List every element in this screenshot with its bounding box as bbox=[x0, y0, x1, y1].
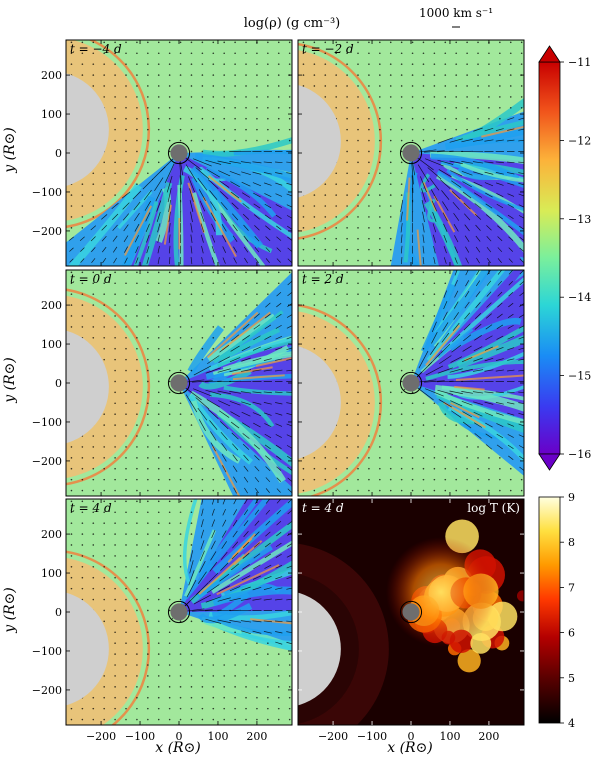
y-tick-label: −100 bbox=[32, 186, 62, 199]
companion-outline bbox=[167, 141, 191, 165]
velocity-key-label: 1000 km s⁻¹ bbox=[419, 6, 493, 20]
temperature-colorbar-tick: 8 bbox=[568, 536, 575, 549]
y-axis-label-row3: y (R⊙) bbox=[2, 587, 18, 634]
panel-1: t = −4 d bbox=[65, 39, 293, 267]
colorbar-title: log(ρ) (g cm⁻³) bbox=[244, 16, 341, 31]
panel-label: t = 4 d bbox=[302, 501, 344, 515]
y-tick-label: 200 bbox=[41, 528, 62, 541]
panel-4: t = 2 d bbox=[297, 269, 525, 497]
density-colorbar-tick: −16 bbox=[568, 448, 591, 461]
companion-star bbox=[402, 144, 420, 162]
panel-6: t = 4 d log T (K) bbox=[297, 498, 525, 726]
x-tick-label: 200 bbox=[246, 730, 267, 743]
temperature-colorbar-tick: 9 bbox=[568, 491, 575, 504]
companion-outline bbox=[399, 600, 423, 624]
temperature-colorbar-tick: 7 bbox=[568, 581, 575, 594]
companion-star bbox=[402, 374, 420, 392]
primary-star bbox=[298, 592, 341, 706]
density-colorbar-tick: −13 bbox=[568, 213, 591, 226]
companion-star bbox=[170, 374, 188, 392]
density-colorbar-tick: −14 bbox=[568, 291, 591, 304]
x-tick-label: 200 bbox=[478, 730, 499, 743]
y-tick-label: 100 bbox=[41, 567, 62, 580]
y-tick-label: 100 bbox=[41, 108, 62, 121]
primary-star bbox=[66, 330, 109, 444]
panel-ticks bbox=[298, 499, 524, 725]
y-tick-label: 0 bbox=[55, 606, 62, 619]
primary-star bbox=[298, 346, 341, 459]
x-axis-label-left: x (R⊙) bbox=[155, 740, 201, 756]
panel-5: t = 4 d bbox=[65, 498, 293, 726]
companion-star bbox=[402, 603, 420, 621]
primary-star bbox=[66, 592, 109, 706]
temperature-colorbar-tick: 6 bbox=[568, 627, 575, 640]
primary-star bbox=[66, 73, 109, 186]
x-tick-label: −200 bbox=[86, 730, 116, 743]
temperature-colorbar: 9 8 7 6 5 4 bbox=[538, 491, 575, 730]
companion-star bbox=[170, 603, 188, 621]
panel-label: t = 4 d bbox=[70, 501, 112, 515]
y-tick-label: −200 bbox=[32, 684, 62, 697]
density-colorbar-tick: −12 bbox=[568, 134, 591, 147]
y-axis-label-row2: y (R⊙) bbox=[2, 357, 18, 404]
panel-label: t = −2 d bbox=[302, 42, 354, 56]
y-tick-label: 0 bbox=[55, 377, 62, 390]
x-tick-label: −100 bbox=[125, 730, 155, 743]
colorbar-extend-bottom bbox=[538, 453, 561, 471]
panel-label: t = 2 d bbox=[302, 272, 344, 286]
x-tick-label: 100 bbox=[439, 730, 460, 743]
panel-ticks bbox=[66, 270, 292, 496]
y-tick-label: 200 bbox=[41, 69, 62, 82]
companion-outline bbox=[399, 371, 423, 395]
y-tick-label: 100 bbox=[41, 338, 62, 351]
y-tick-label: −100 bbox=[32, 645, 62, 658]
companion-outline bbox=[167, 371, 191, 395]
outflow-region bbox=[390, 97, 524, 266]
x-tick-label: 100 bbox=[207, 730, 228, 743]
panels: t = −4 d 200 100 0 −100 −200 t = −2 d t = 0 d 20… bbox=[32, 39, 525, 743]
panel-2: t = −2 d bbox=[297, 39, 525, 267]
y-tick-label: 200 bbox=[41, 299, 62, 312]
y-tick-label: 0 bbox=[55, 147, 62, 160]
y-tick-label: −200 bbox=[32, 225, 62, 238]
x-axis-label-right: x (R⊙) bbox=[387, 740, 433, 756]
density-colorbar-tick: −15 bbox=[568, 370, 591, 383]
velocity-field bbox=[69, 41, 292, 265]
x-tick-label: 0 bbox=[408, 730, 415, 743]
x-tick-label: −100 bbox=[357, 730, 387, 743]
y-tick-label: −100 bbox=[32, 416, 62, 429]
velocity-field bbox=[302, 41, 524, 265]
colorbar-extend-top bbox=[538, 45, 561, 63]
y-tick-label: −200 bbox=[32, 455, 62, 468]
x-tick-label: 0 bbox=[176, 730, 183, 743]
companion-outline bbox=[167, 600, 191, 624]
density-colorbar: −11 −12 −13 −14 −15 −16 bbox=[538, 45, 591, 471]
panel-ticks bbox=[66, 499, 292, 725]
companion-star bbox=[170, 144, 188, 162]
velocity-field bbox=[70, 271, 292, 494]
panel-label: t = 0 d bbox=[70, 272, 112, 286]
temperature-colorbar-tick: 4 bbox=[568, 717, 575, 730]
panel-ticks bbox=[298, 40, 524, 266]
temperature-label: log T (K) bbox=[467, 501, 520, 515]
y-axis-label-row1: y (R⊙) bbox=[2, 127, 18, 174]
panel-3: t = 0 d bbox=[65, 269, 293, 497]
temperature-colorbar-tick: 5 bbox=[568, 672, 575, 685]
panel-label: t = −4 d bbox=[70, 42, 122, 56]
companion-outline bbox=[399, 141, 423, 165]
primary-star bbox=[298, 84, 341, 198]
x-tick-label: −200 bbox=[318, 730, 348, 743]
density-colorbar-tick: −11 bbox=[568, 56, 591, 69]
panel-ticks bbox=[298, 270, 524, 496]
panel-ticks bbox=[66, 40, 292, 266]
